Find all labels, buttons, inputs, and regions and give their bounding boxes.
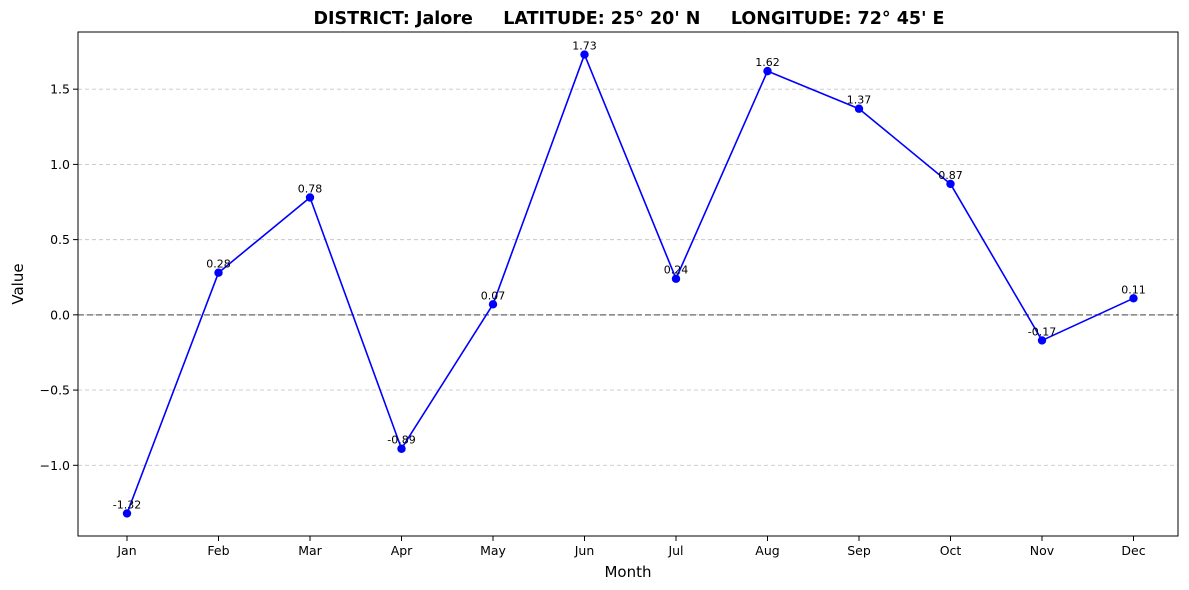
data-label: 1.37 [847, 94, 872, 107]
x-axis-ticks: Jan Feb Mar Apr May Jun Jul Aug Sep Oct Nov Dec [116, 536, 1146, 558]
data-point [946, 179, 955, 189]
data-point [580, 50, 589, 59]
data-label: -1.32 [113, 498, 141, 511]
data-label: 0.07 [481, 289, 506, 302]
y-tick-label: 0.5 [50, 232, 70, 247]
x-tick-label: Jul [667, 543, 683, 558]
data-point [763, 66, 772, 76]
data-label: -0.17 [1028, 325, 1056, 338]
data-point [305, 193, 315, 202]
series-line [126, 53, 1134, 514]
data-point [397, 444, 406, 453]
x-axis-label: Month [604, 563, 651, 581]
x-tick-label: Mar [298, 543, 322, 558]
y-tick-label: −0.5 [40, 383, 70, 398]
series-layer [122, 50, 1138, 518]
chart-title: DISTRICT: Jalore LATITUDE: 25° 20' N LON… [314, 9, 945, 29]
data-label: 0.11 [1121, 283, 1146, 296]
data-label: 1.73 [572, 40, 597, 53]
y-tick-label: 1.0 [50, 157, 70, 172]
x-tick-label: Sep [847, 543, 871, 558]
x-tick-label: May [480, 543, 506, 558]
data-point [854, 104, 864, 113]
data-point [1037, 336, 1047, 345]
data-point [122, 509, 132, 518]
y-tick-label: 0.0 [50, 307, 70, 322]
data-point [488, 300, 498, 309]
data-label: 0.78 [298, 182, 323, 195]
x-tick-label: Feb [207, 543, 229, 558]
data-label: 0.24 [664, 264, 689, 277]
data-label: 1.62 [755, 56, 780, 69]
x-tick-label: Oct [940, 543, 962, 558]
data-label: 0.87 [938, 169, 963, 182]
data-label: -0.89 [387, 434, 415, 447]
data-label: 0.28 [206, 258, 231, 271]
data-point [214, 268, 223, 277]
y-tick-label: −1.0 [40, 458, 70, 473]
x-tick-label: Dec [1121, 543, 1145, 558]
y-axis-ticks: −1.0 −0.5 0.0 0.5 1.0 1.5 [40, 82, 78, 473]
x-tick-label: Aug [755, 543, 779, 558]
y-tick-label: 1.5 [50, 82, 70, 97]
x-tick-label: Jan [116, 543, 136, 558]
data-point [1129, 294, 1138, 303]
x-tick-label: Jun [574, 543, 595, 558]
x-tick-label: Apr [391, 543, 413, 558]
y-axis-label: Value [9, 263, 27, 304]
x-tick-label: Nov [1030, 543, 1055, 558]
plot-frame [77, 31, 1179, 537]
data-labels: -1.32 0.28 0.78 -0.89 0.07 1.73 0.24 1.62 1.37 0.… [113, 40, 1146, 512]
data-point [671, 274, 681, 283]
